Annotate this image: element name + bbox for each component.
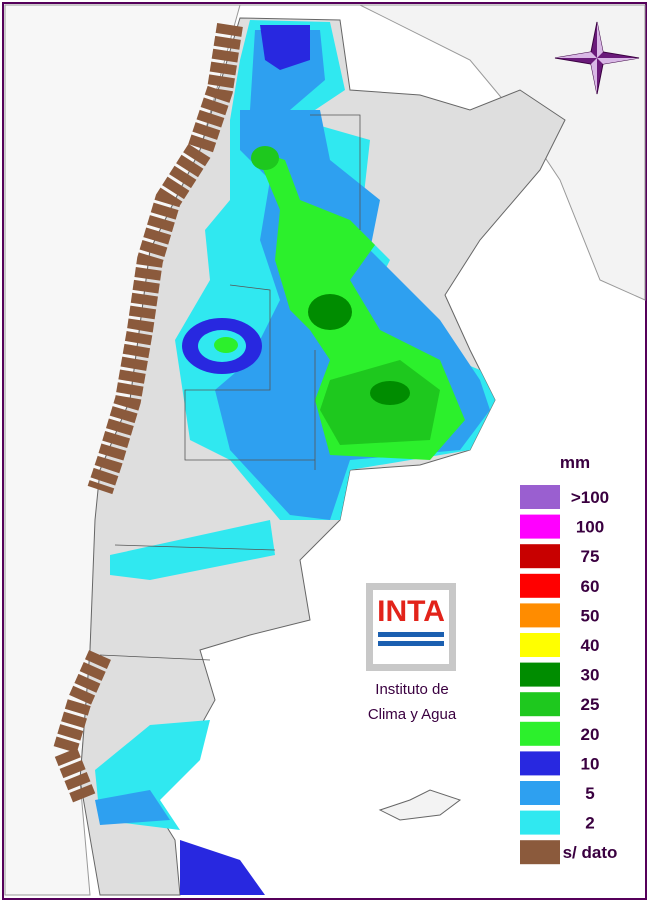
- islands: [378, 789, 462, 821]
- legend-swatch: [520, 544, 560, 569]
- legend-label: >100: [571, 488, 609, 507]
- legend-swatch: [520, 603, 560, 628]
- legend-swatch: [520, 840, 560, 865]
- legend-label: 2: [585, 814, 594, 833]
- legend-swatch: [520, 514, 560, 539]
- province-borders: [99, 114, 361, 661]
- legend-swatch: [520, 633, 560, 657]
- legend-swatch: [520, 573, 560, 598]
- legend-label: 75: [581, 547, 600, 566]
- no-data-strip: [87, 23, 243, 495]
- legend-swatch: [520, 810, 560, 835]
- logo-caption: Instituto de: [375, 681, 448, 698]
- rain-area: [370, 381, 410, 405]
- compass: [554, 21, 640, 95]
- rainfall: [95, 20, 495, 895]
- logo-stripe: [378, 641, 444, 646]
- legend-label: 10: [581, 754, 600, 773]
- legend-unit: mm: [560, 453, 590, 472]
- logo-caption: Clima y Agua: [368, 706, 457, 723]
- rain-area: [214, 337, 238, 353]
- legend-label: 100: [576, 518, 604, 537]
- rain-area: [260, 25, 310, 70]
- legend-label: 60: [581, 577, 600, 596]
- rain-area: [251, 146, 279, 170]
- legend-label: 50: [581, 606, 600, 625]
- logo-stripe: [378, 632, 444, 637]
- legend-label: 5: [585, 784, 594, 803]
- rain-area: [180, 840, 265, 895]
- legend-swatch: [520, 781, 560, 805]
- rain-area: [110, 520, 275, 580]
- legend-label: 30: [581, 666, 600, 685]
- rain-area: [308, 294, 352, 330]
- logo: INTA Instituto de Clima y Agua: [366, 583, 457, 723]
- legend-label: s/ dato: [563, 843, 618, 862]
- legend-swatch: [520, 662, 560, 687]
- legend-swatch: [520, 485, 560, 509]
- legend-label: 40: [581, 636, 600, 655]
- logo-inner: [373, 590, 449, 664]
- neighbour-land: [5, 4, 646, 301]
- logo-mark: INTA: [377, 595, 445, 628]
- legend-swatch: [520, 721, 560, 746]
- legend-label: 20: [581, 725, 600, 744]
- legend: >100 100 75 60 50 40 30 25 20 10 5 2 s/ dato: [520, 485, 618, 865]
- rain-area: [95, 790, 170, 825]
- legend-swatch: [520, 692, 560, 717]
- legend-label: 25: [581, 695, 600, 714]
- legend-swatch: [520, 751, 560, 776]
